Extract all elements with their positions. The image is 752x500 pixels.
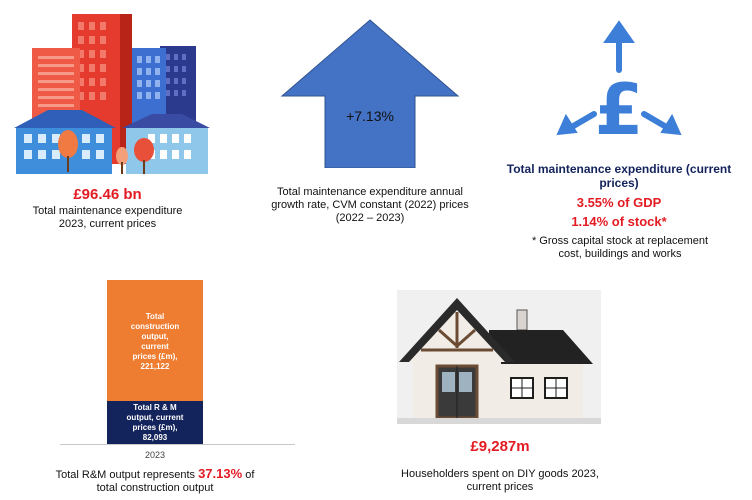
diy-spend-caption: Householders spent on DIY goods 2023, cu… bbox=[390, 468, 610, 494]
construction-output-caption: Total R&M output represents 37.13% of to… bbox=[20, 467, 290, 495]
caption-line: Total maintenance expenditure bbox=[32, 205, 183, 217]
construction-output-panel: Total construction output, current price… bbox=[0, 280, 300, 500]
label-line: output, bbox=[141, 332, 169, 341]
caption-prefix: Total R&M output represents bbox=[55, 469, 199, 481]
gdp-share-value: 3.55% of GDP bbox=[576, 195, 662, 210]
stock-footnote: * Gross capital stock at replacement cos… bbox=[500, 235, 740, 261]
title-line: Total maintenance expenditure (current bbox=[506, 162, 732, 176]
footnote-line: cost, buildings and works bbox=[558, 248, 682, 260]
label-line: 221,122 bbox=[140, 362, 170, 371]
bar-rm-output: Total R & M output, current prices (£m),… bbox=[107, 401, 203, 444]
caption-line: growth rate, CVM constant (2022) prices bbox=[271, 199, 469, 211]
label-line: Total bbox=[145, 312, 165, 321]
x-tick-label: 2023 bbox=[144, 450, 166, 460]
label-line: prices (£m), bbox=[132, 423, 178, 432]
label-line: Total R & M bbox=[133, 403, 177, 412]
caption-line: Householders spent on DIY goods 2023, bbox=[401, 468, 599, 480]
maintenance-expenditure-panel: £96.46 bn Total maintenance expenditure … bbox=[10, 6, 225, 236]
label-line: prices (£m), bbox=[132, 352, 178, 361]
bar-construction-output: Total construction output, current price… bbox=[107, 280, 203, 401]
caption-line: 2023, current prices bbox=[58, 218, 157, 230]
bar-construction-output-label: Total construction output, current price… bbox=[107, 312, 203, 372]
rm-share-value: 37.13% bbox=[198, 466, 243, 481]
caption-line: (2022 – 2023) bbox=[335, 212, 405, 224]
city-buildings-icon bbox=[14, 14, 210, 174]
label-line: construction bbox=[130, 322, 180, 331]
growth-rate-panel: +7.13% Total maintenance expenditure ann… bbox=[270, 18, 480, 238]
chart-baseline bbox=[60, 444, 295, 445]
stacked-bar-chart: Total construction output, current price… bbox=[60, 280, 295, 460]
gdp-share-title: Total maintenance expenditure (current p… bbox=[488, 162, 750, 190]
house-icon bbox=[397, 290, 601, 424]
pound-sign-arrows-icon: £ bbox=[556, 20, 682, 148]
svg-text:£: £ bbox=[595, 69, 644, 148]
diy-spend-amount: £9,287m bbox=[470, 438, 530, 455]
caption-line: Total R&M output represents 37.13% of bbox=[20, 467, 290, 482]
caption-line: Total maintenance expenditure annual bbox=[277, 186, 463, 198]
footnote-line: * Gross capital stock at replacement bbox=[531, 235, 709, 247]
gdp-share-panel: £ Total maintenance expenditure (current… bbox=[488, 20, 750, 270]
bar-rm-output-label: Total R & M output, current prices (£m),… bbox=[107, 403, 203, 443]
maintenance-expenditure-caption: Total maintenance expenditure 2023, curr… bbox=[10, 205, 205, 231]
title-line: prices) bbox=[599, 176, 639, 190]
growth-rate-caption: Total maintenance expenditure annual gro… bbox=[270, 186, 470, 225]
maintenance-expenditure-amount: £96.46 bn bbox=[73, 186, 142, 203]
label-line: output, current bbox=[126, 413, 184, 422]
growth-rate-value: +7.13% bbox=[346, 108, 394, 124]
diy-spend-panel: £9,287m Householders spent on DIY goods … bbox=[390, 290, 630, 500]
label-line: current bbox=[141, 342, 169, 351]
stock-share-value: 1.14% of stock* bbox=[571, 214, 667, 229]
caption-suffix: of bbox=[242, 469, 255, 481]
caption-line: current prices bbox=[466, 481, 534, 493]
label-line: 82,093 bbox=[142, 433, 168, 442]
caption-line: total construction output bbox=[96, 482, 214, 494]
up-arrow-icon bbox=[280, 19, 460, 168]
